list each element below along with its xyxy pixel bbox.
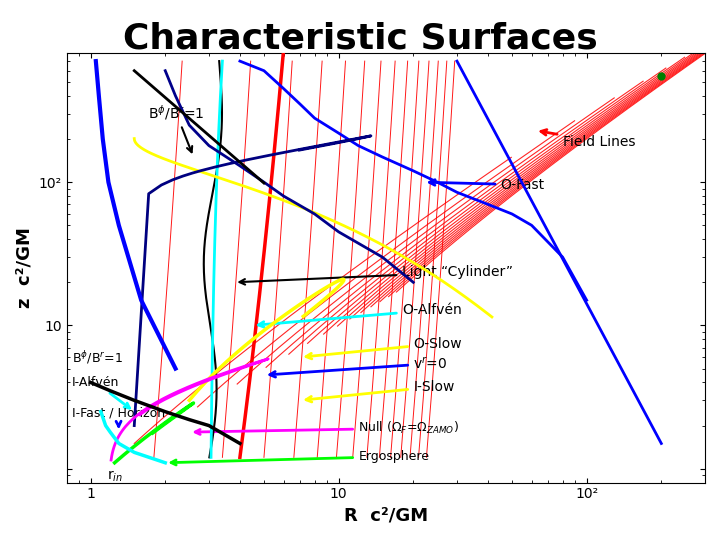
Text: O-Alfvén: O-Alfvén xyxy=(258,303,462,327)
Y-axis label: z  c²/GM: z c²/GM xyxy=(15,227,33,308)
Text: Ergosphere: Ergosphere xyxy=(171,450,429,465)
Text: I-Alfvén: I-Alfvén xyxy=(72,376,130,408)
X-axis label: R  c²/GM: R c²/GM xyxy=(343,507,428,525)
Text: Light “Cylinder”: Light “Cylinder” xyxy=(240,265,513,285)
Text: O-Slow: O-Slow xyxy=(306,336,462,359)
Text: O-Fast: O-Fast xyxy=(429,178,545,192)
Text: I-Fast / Horizon: I-Fast / Horizon xyxy=(72,407,165,427)
Text: Field Lines: Field Lines xyxy=(541,130,635,148)
Text: I-Slow: I-Slow xyxy=(306,380,454,402)
Text: Null ($\Omega_F$=$\Omega_{ZAMO}$): Null ($\Omega_F$=$\Omega_{ZAMO}$) xyxy=(195,420,459,436)
Text: r$_{in}$: r$_{in}$ xyxy=(107,469,122,484)
Text: Characteristic Surfaces: Characteristic Surfaces xyxy=(122,22,598,56)
Text: B$^\phi$/B$^r$=1: B$^\phi$/B$^r$=1 xyxy=(148,103,204,152)
Text: v$^r$=0: v$^r$=0 xyxy=(270,356,447,377)
Text: B$^\phi$/B$^r$=1: B$^\phi$/B$^r$=1 xyxy=(72,349,122,366)
